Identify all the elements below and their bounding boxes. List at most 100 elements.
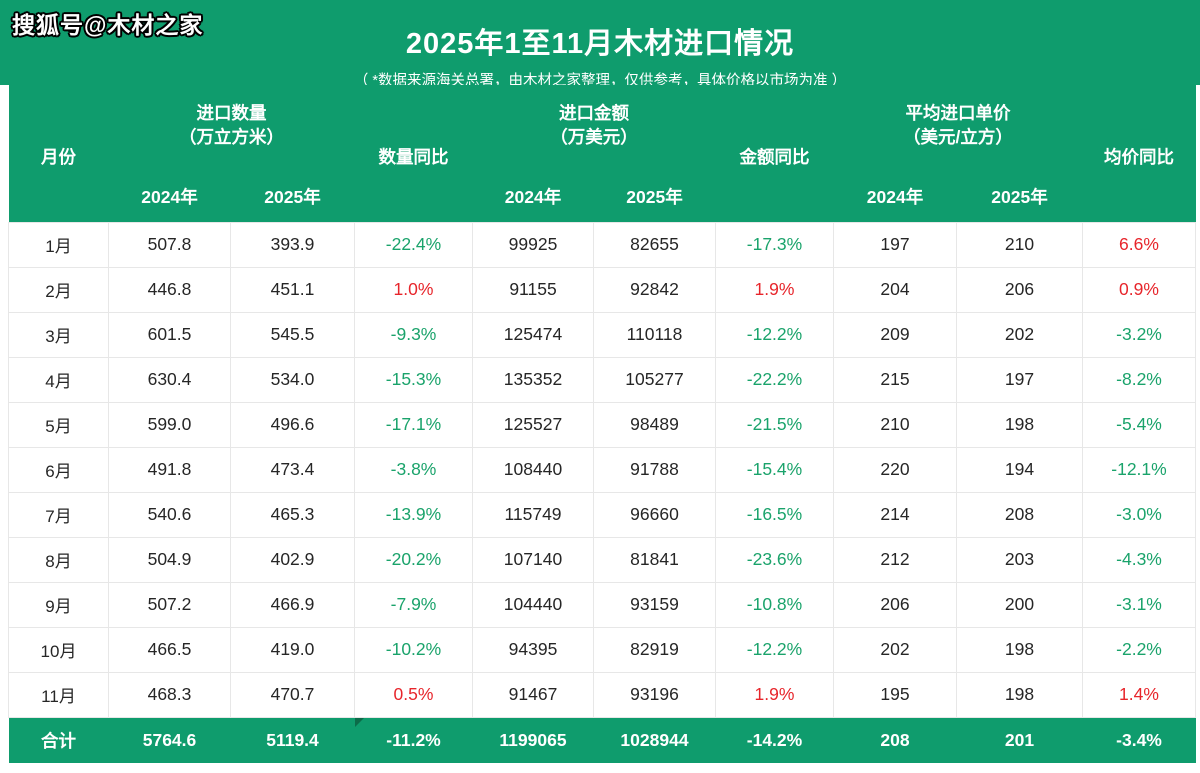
header-price-group-line2: （美元/立方） xyxy=(903,127,1013,147)
table-row: 1月 507.8 393.9 -22.4% 99925 82655 -17.3% 197 210… xyxy=(8,221,1196,268)
cell-price-2025: 200 xyxy=(956,581,1083,628)
cell-price-2025: 197 xyxy=(956,356,1083,403)
cell-price-2025: 198 xyxy=(956,626,1083,673)
header-price-group: 平均进口单价 （美元/立方） xyxy=(833,85,1083,172)
cell-amt-2024: 125474 xyxy=(472,311,594,358)
cell-amt-2025: 92842 xyxy=(593,266,716,313)
cell-amt-yoy: -21.5% xyxy=(715,401,834,448)
table-row: 5月 599.0 496.6 -17.1% 125527 98489 -21.5% 210 19… xyxy=(8,401,1196,448)
cell-price-yoy: 0.9% xyxy=(1082,266,1196,313)
cell-amt-2024: 94395 xyxy=(472,626,594,673)
cell-qty-2025: 393.9 xyxy=(230,221,355,268)
cell-qty-2025: 470.7 xyxy=(230,671,355,718)
table-row: 3月 601.5 545.5 -9.3% 125474 110118 -12.2% 209 20… xyxy=(8,311,1196,358)
cell-amt-2025: 82919 xyxy=(593,626,716,673)
total-cell-qty-2024: 5764.6 xyxy=(108,717,231,763)
cell-price-2025: 198 xyxy=(956,671,1083,718)
header-qty-yoy: 数量同比 xyxy=(354,85,473,222)
cell-qty-yoy: -7.9% xyxy=(354,581,473,628)
cell-price-2024: 212 xyxy=(833,536,957,583)
cell-price-yoy: -2.2% xyxy=(1082,626,1196,673)
page-title: 2025年1至11月木材进口情况 xyxy=(405,28,795,60)
cell-amt-2025: 98489 xyxy=(593,401,716,448)
cell-qty-2024: 601.5 xyxy=(108,311,231,358)
total-row: 合计 5764.6 5119.4 -11.2% 1199065 1028944 -14.2%… xyxy=(8,717,1196,763)
total-cell-amt-2024: 1199065 xyxy=(472,717,594,763)
total-cell-price-2025: 201 xyxy=(956,717,1083,763)
cell-qty-2025: 534.0 xyxy=(230,356,355,403)
cell-price-2025: 194 xyxy=(956,446,1083,493)
cell-qty-2024: 630.4 xyxy=(108,356,231,403)
header-qty-group: 进口数量 （万立方米） xyxy=(108,85,355,172)
cell-amt-yoy: -15.4% xyxy=(715,446,834,493)
cell-amt-yoy: -17.3% xyxy=(715,221,834,268)
cell-month: 3月 xyxy=(8,311,109,358)
cell-qty-yoy: -10.2% xyxy=(354,626,473,673)
cell-month: 11月 xyxy=(8,671,109,718)
cell-price-2024: 197 xyxy=(833,221,957,268)
cell-amt-2025: 96660 xyxy=(593,491,716,538)
cell-amt-2024: 135352 xyxy=(472,356,594,403)
import-data-table: 月份 进口数量 （万立方米） 数量同比 进口金额 （万美元） 金额同比 平均进口… xyxy=(8,85,1196,763)
cell-price-2025: 206 xyxy=(956,266,1083,313)
table-body: 1月 507.8 393.9 -22.4% 99925 82655 -17.3% 197 210… xyxy=(8,221,1196,718)
cell-price-yoy: -3.0% xyxy=(1082,491,1196,538)
cell-qty-yoy: -15.3% xyxy=(354,356,473,403)
table-row: 11月 468.3 470.7 0.5% 91467 93196 1.9% 195 198 1.4… xyxy=(8,671,1196,718)
header-amt-group-line2: （万美元） xyxy=(550,127,638,147)
cell-month: 1月 xyxy=(8,221,109,268)
cell-qty-2025: 473.4 xyxy=(230,446,355,493)
cell-amt-2024: 99925 xyxy=(472,221,594,268)
table-footer: 合计 5764.6 5119.4 -11.2% 1199065 1028944 -14.2%… xyxy=(8,717,1196,763)
table-row: 9月 507.2 466.9 -7.9% 104440 93159 -10.8% 206 200… xyxy=(8,581,1196,628)
cell-price-yoy: -4.3% xyxy=(1082,536,1196,583)
cell-amt-2024: 107140 xyxy=(472,536,594,583)
cell-amt-2024: 108440 xyxy=(472,446,594,493)
cell-amt-2024: 104440 xyxy=(472,581,594,628)
cell-qty-2025: 465.3 xyxy=(230,491,355,538)
title-band: 2025年1至11月木材进口情况 （ *数据来源海关总署，由木材之家整理，仅供参… xyxy=(0,0,1200,89)
header-qty-group-line1: 进口数量 xyxy=(196,103,267,123)
cell-amt-yoy: -12.2% xyxy=(715,626,834,673)
total-cell-qty-yoy: -11.2% xyxy=(354,717,473,763)
cell-qty-2024: 446.8 xyxy=(108,266,231,313)
cell-qty-2025: 402.9 xyxy=(230,536,355,583)
cell-qty-yoy: -3.8% xyxy=(354,446,473,493)
header-price-yoy: 均价同比 xyxy=(1082,85,1196,222)
cell-price-2025: 203 xyxy=(956,536,1083,583)
header-qty-group-line2: （万立方米） xyxy=(179,127,284,147)
cell-month: 6月 xyxy=(8,446,109,493)
cell-amt-2025: 110118 xyxy=(593,311,716,358)
cell-amt-2024: 91155 xyxy=(472,266,594,313)
cell-amt-2025: 81841 xyxy=(593,536,716,583)
cell-month: 5月 xyxy=(8,401,109,448)
cell-amt-2025: 93159 xyxy=(593,581,716,628)
cell-amt-yoy: 1.9% xyxy=(715,266,834,313)
cell-qty-yoy: -13.9% xyxy=(354,491,473,538)
total-cell-amt-yoy: -14.2% xyxy=(715,717,834,763)
cell-qty-2025: 545.5 xyxy=(230,311,355,358)
cell-price-yoy: 6.6% xyxy=(1082,221,1196,268)
cell-corner-flag-icon xyxy=(354,717,364,727)
cell-qty-2024: 466.5 xyxy=(108,626,231,673)
total-cell-amt-2025: 1028944 xyxy=(593,717,716,763)
cell-amt-yoy: -12.2% xyxy=(715,311,834,358)
cell-qty-2025: 466.9 xyxy=(230,581,355,628)
header-price-2025: 2025年 xyxy=(956,172,1083,222)
total-cell-price-yoy: -3.4% xyxy=(1082,717,1196,763)
cell-month: 2月 xyxy=(8,266,109,313)
cell-price-2024: 220 xyxy=(833,446,957,493)
header-qty-2024: 2024年 xyxy=(108,172,231,222)
cell-price-2025: 210 xyxy=(956,221,1083,268)
cell-qty-2025: 451.1 xyxy=(230,266,355,313)
cell-qty-yoy: 0.5% xyxy=(354,671,473,718)
header-amt-group: 进口金额 （万美元） xyxy=(472,85,716,172)
cell-amt-yoy: 1.9% xyxy=(715,671,834,718)
cell-price-yoy: -12.1% xyxy=(1082,446,1196,493)
cell-price-2024: 210 xyxy=(833,401,957,448)
header-amt-group-line1: 进口金额 xyxy=(559,103,629,123)
total-label: 合计 xyxy=(8,717,109,763)
header-amt-yoy: 金额同比 xyxy=(715,85,834,222)
cell-qty-2024: 491.8 xyxy=(108,446,231,493)
cell-qty-2025: 419.0 xyxy=(230,626,355,673)
